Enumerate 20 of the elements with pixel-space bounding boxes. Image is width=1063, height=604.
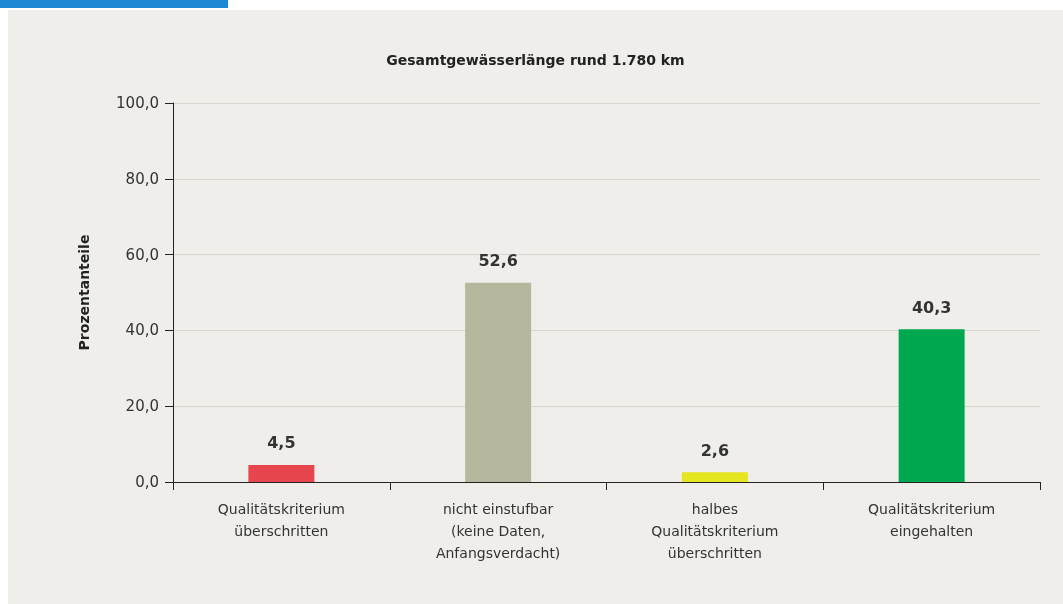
y-axis-title: Prozentanteile [76,234,92,351]
bar [898,329,965,482]
y-tick-label: 20,0 [125,397,159,416]
x-tick-label: Qualitätskriterium eingehalten [868,501,996,539]
bar [465,282,532,482]
chart-title: Gesamtgewässerlänge rund 1.780 km [386,52,685,68]
x-tick-label: Qualitätskriterium überschritten [217,501,345,539]
bar [681,472,748,482]
data-label: 52,6 [478,251,518,271]
y-tick-label: 60,0 [125,245,159,264]
y-tick-label: 40,0 [125,321,159,340]
data-label: 2,6 [700,440,730,460]
x-tick-label: halbes Qualitätskriterium überschritten [651,501,779,561]
x-tick-label: nicht einstufbar (keine Daten, Anfangsverdacht) [435,501,561,561]
y-tick-label: 80,0 [125,169,159,188]
y-tick-label: 100,0 [116,94,159,112]
data-label: 4,5 [267,433,296,453]
data-label: 40,3 [911,297,952,317]
y-tick-label: 0,0 [135,473,159,491]
bar [248,464,315,482]
